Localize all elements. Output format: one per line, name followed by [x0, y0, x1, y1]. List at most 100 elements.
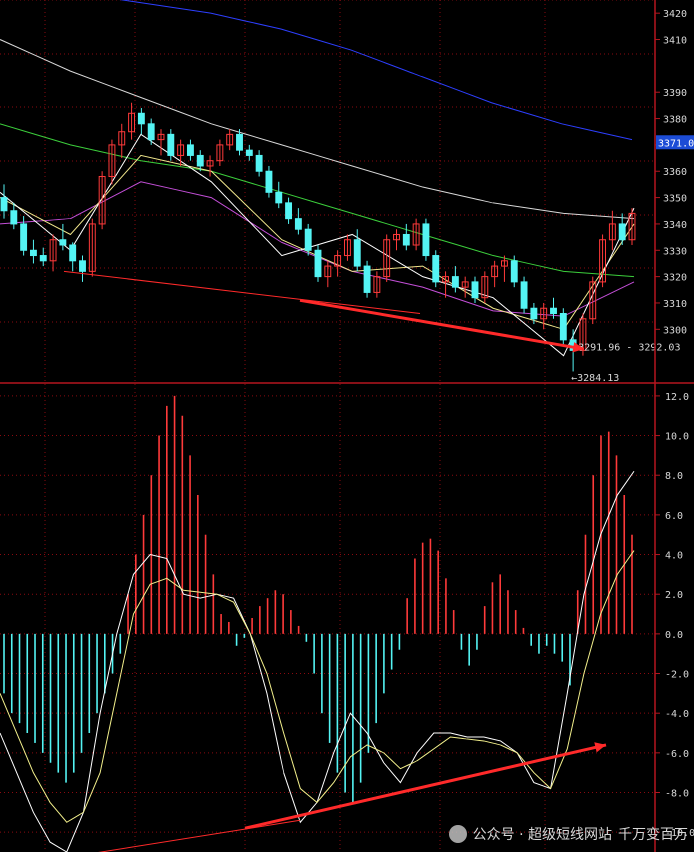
candle-body: [294, 218, 302, 230]
candle-body: [177, 144, 185, 156]
macd-lines: [0, 470, 635, 852]
candle-body: [226, 133, 234, 146]
candle-body: [157, 133, 165, 141]
candle-body: [137, 112, 145, 125]
candle-body: [324, 265, 332, 278]
candle-body: [373, 276, 381, 293]
candle-body: [236, 133, 243, 151]
candle-body: [559, 313, 567, 341]
candle-body: [402, 233, 410, 246]
watermark-text: 公众号 · 超级短线网站: [472, 827, 612, 843]
range-annotation: 3291.96 - 3292.03: [578, 342, 680, 353]
current-price-label: 3371.0: [658, 138, 694, 149]
candle-body: [79, 260, 86, 272]
macd-tick-label: -6.0: [665, 749, 689, 760]
candle-body: [49, 239, 57, 262]
price-trend-arrow: [299, 298, 585, 351]
candle-body: [550, 307, 557, 315]
macd-tick-label: 2.0: [665, 590, 683, 601]
candle-body: [432, 255, 440, 283]
macd-tick-label: -4.0: [665, 709, 689, 720]
price-tick-label: 3350: [663, 194, 687, 205]
candle-body: [589, 281, 597, 320]
candle-body: [412, 223, 420, 246]
candle-body: [304, 228, 312, 251]
candle-body: [118, 131, 126, 146]
candle-body: [98, 176, 106, 225]
price-tick-label: 3390: [663, 88, 687, 99]
macd-tick-label: 4.0: [665, 551, 683, 562]
candle-body: [216, 144, 224, 162]
ma-line-1: [119, 0, 633, 141]
macd-trend-arrow-head: [594, 742, 606, 753]
low-annotation: ←3284.13: [571, 373, 619, 384]
candle-body: [255, 154, 263, 172]
macd-tick-label: -2.0: [665, 670, 689, 681]
candle-body: [59, 239, 67, 246]
candle-body: [206, 160, 214, 167]
macd-tick-label: 8.0: [665, 471, 683, 482]
macd-tick-label: 10.0: [665, 432, 689, 443]
candle-body: [334, 255, 342, 267]
candle-body: [196, 154, 204, 167]
candle-body: [128, 112, 136, 133]
macd-tick-label: 12.0: [665, 392, 689, 403]
candle-body: [186, 144, 194, 156]
price-tick-label: 3340: [663, 220, 687, 231]
candle-body: [10, 210, 18, 225]
candle-body: [0, 197, 8, 212]
candle-body: [471, 281, 479, 299]
macd-tick-label: 0.0: [665, 630, 683, 641]
candle-body: [618, 223, 626, 241]
candle-body: [69, 244, 77, 262]
candle-body: [39, 255, 47, 262]
ma-line-2: [0, 39, 635, 220]
candle-body: [265, 170, 273, 193]
candle-body: [343, 239, 351, 257]
watermark: 公众号 · 超级短线网站 千万变百万: [448, 824, 688, 844]
macd-tick-label: 6.0: [665, 511, 683, 522]
price-tick-label: 3380: [663, 115, 687, 126]
macd-trend-arrow: [244, 743, 607, 830]
price-trend-thin: [63, 270, 421, 314]
price-tick-label: 3410: [663, 36, 687, 47]
candle-body: [353, 239, 361, 267]
candle-body: [147, 123, 155, 141]
candle-body: [88, 223, 96, 272]
candle-body: [520, 281, 528, 309]
price-tick-label: 3310: [663, 299, 687, 310]
candle-body: [461, 281, 469, 288]
candle-body: [628, 212, 636, 241]
ma-line-3: [0, 123, 635, 278]
candle-body: [363, 265, 371, 293]
watermark-icon: [448, 825, 467, 843]
candle-body: [422, 223, 430, 257]
dea-line: [0, 550, 635, 823]
dif-line: [0, 470, 635, 852]
candle-body: [608, 223, 616, 241]
candle-body: [314, 249, 322, 278]
price-trend-arrow: [63, 270, 585, 353]
candle-body: [383, 239, 391, 278]
price-tick-label: 3360: [663, 167, 687, 178]
candle-body: [481, 276, 489, 299]
candle-body: [275, 191, 283, 204]
candle-body: [599, 239, 607, 283]
candle-body: [29, 249, 37, 257]
candle-body: [20, 223, 28, 251]
candle-body: [500, 260, 508, 267]
price-candles: 3291.96 - 3292.03 ←3284.13: [0, 102, 680, 384]
candle-body: [442, 276, 450, 283]
candle-body: [530, 307, 538, 320]
macd-tick-label: -8.0: [665, 789, 689, 800]
price-tick-label: 3320: [663, 273, 687, 284]
candle-body: [245, 149, 253, 156]
candle-body: [510, 260, 518, 283]
ma-line-6: [0, 133, 635, 357]
price-tick-label: 3420: [663, 9, 687, 20]
macd-histogram: [3, 395, 633, 803]
candle-body: [491, 265, 499, 278]
price-tick-label: 3300: [663, 325, 687, 336]
current-price-badge: [656, 135, 694, 150]
candle-body: [285, 202, 293, 220]
